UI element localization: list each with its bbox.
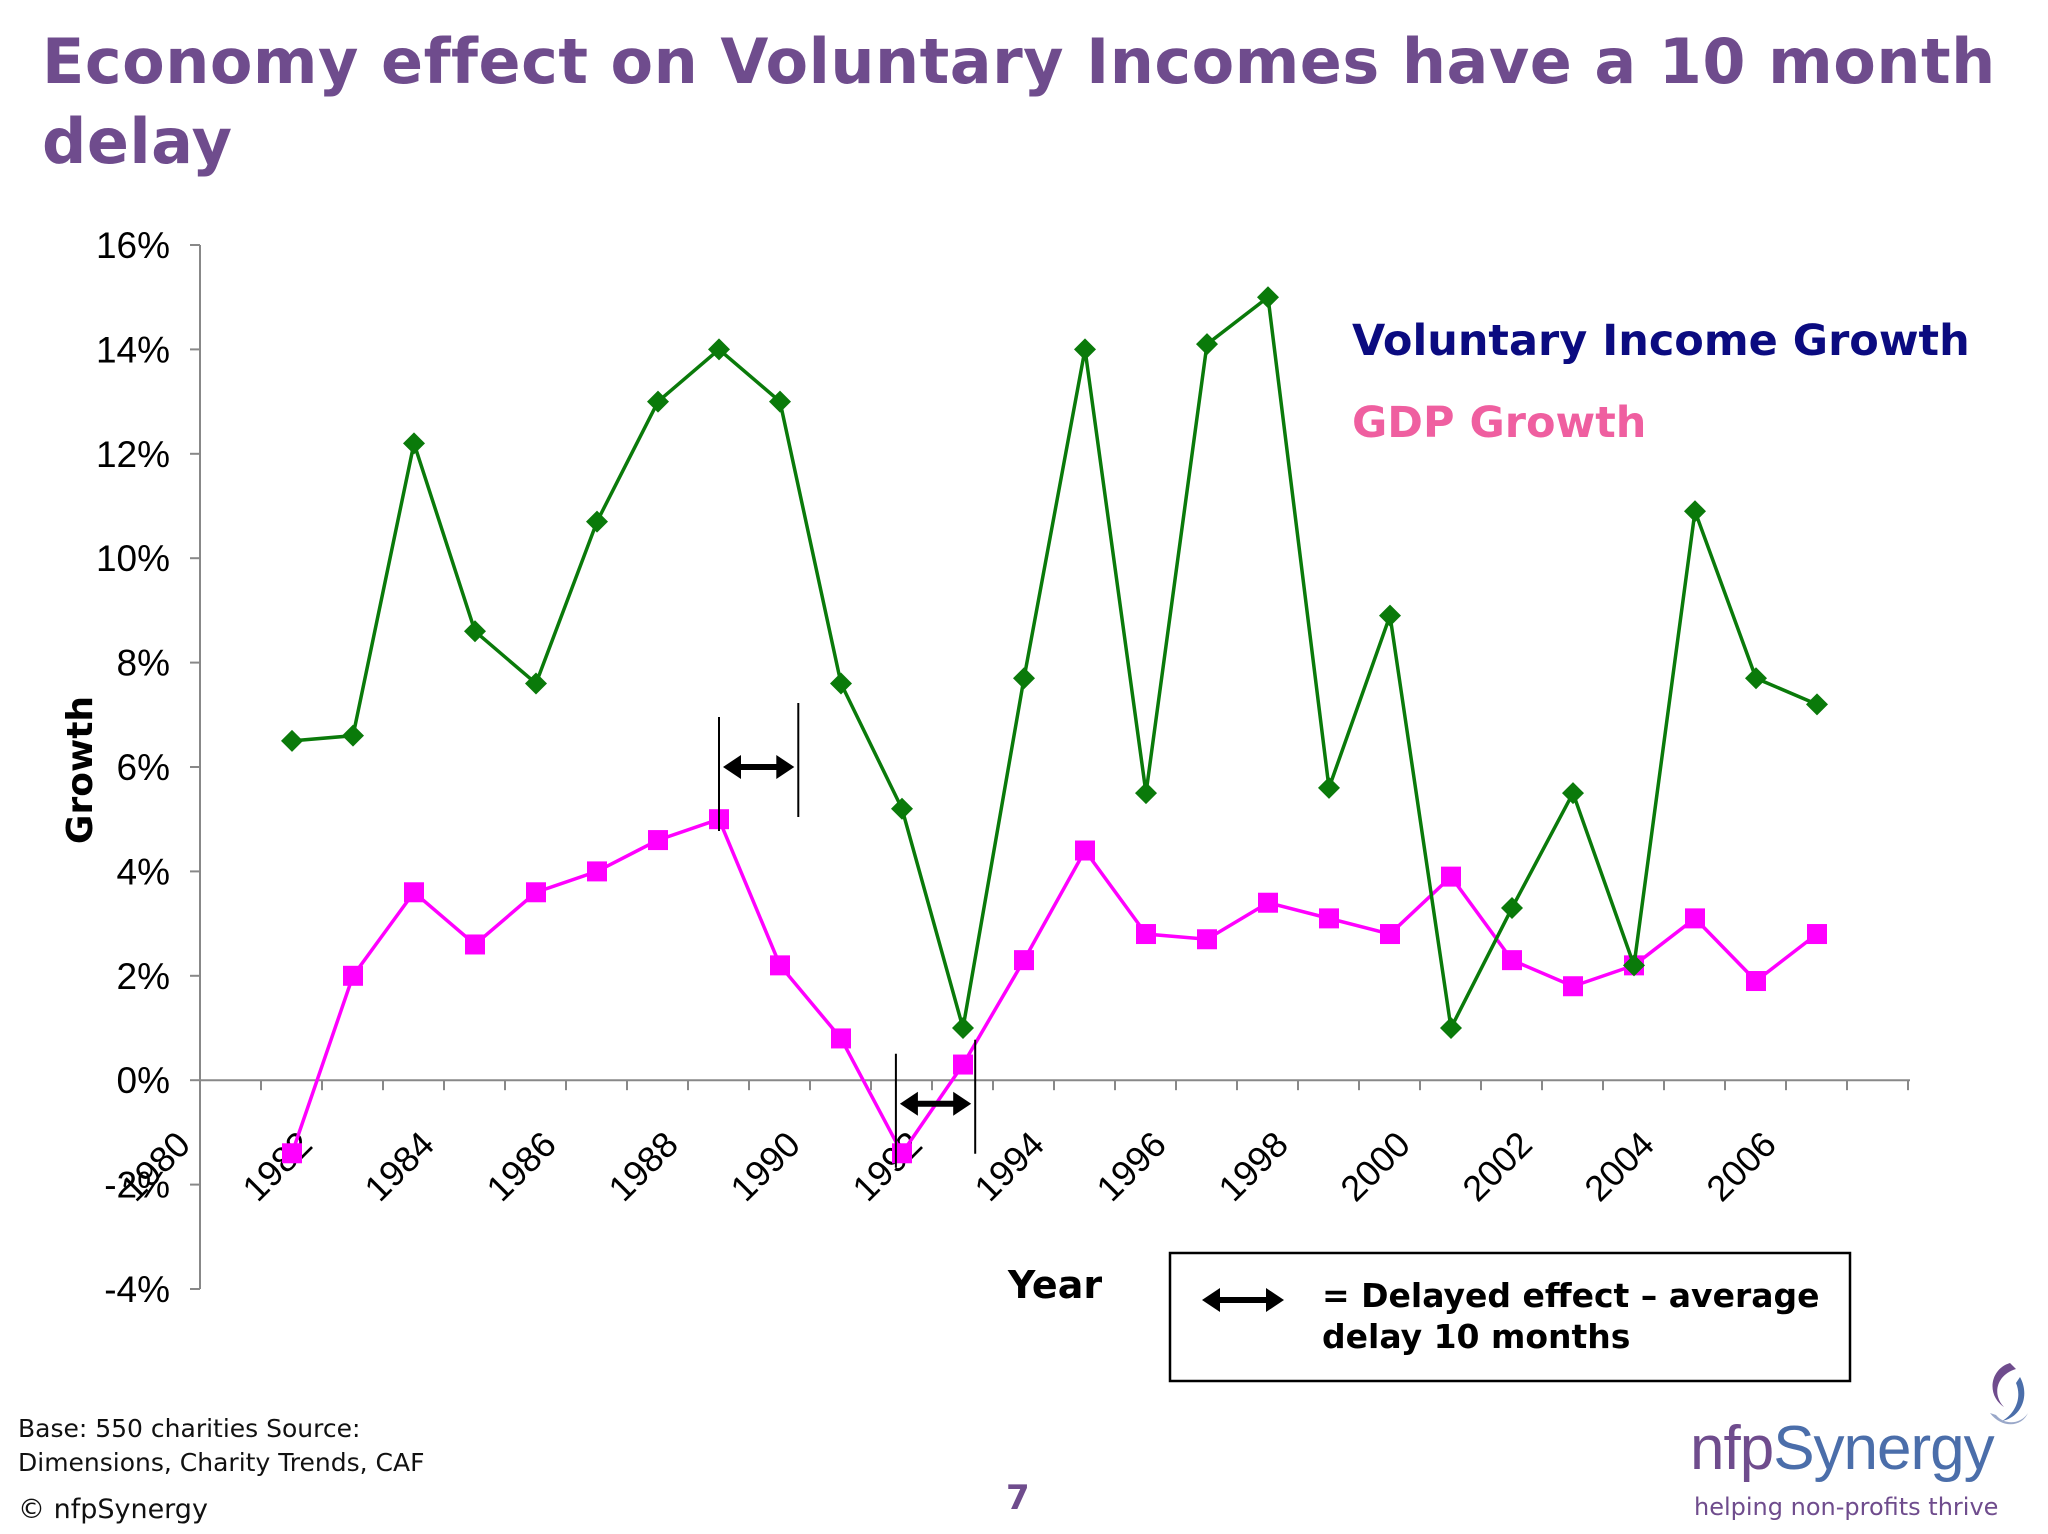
delay-arrow-2-head-left	[899, 1091, 918, 1116]
x-tick-label: 1988	[600, 1123, 686, 1209]
data-point	[1623, 954, 1645, 977]
data-point	[1257, 286, 1279, 309]
logo-tagline: helping non-profits thrive	[1694, 1493, 1999, 1521]
data-point	[281, 729, 303, 752]
data-point	[1563, 976, 1583, 997]
nfpsynergy-logo: nfpSynergy helping non-profits thrive	[1690, 1355, 2040, 1525]
data-point	[587, 861, 607, 882]
data-point	[282, 1143, 302, 1164]
y-tick-label: 4%	[117, 851, 170, 892]
x-tick-label: 1994	[966, 1123, 1052, 1209]
logo-swirl-icon	[1990, 1363, 2028, 1425]
x-tick-label: 1990	[722, 1123, 808, 1209]
data-point	[1379, 604, 1401, 627]
data-point	[953, 1054, 973, 1075]
y-tick-label: 14%	[96, 329, 170, 370]
data-point	[1501, 896, 1523, 919]
legend-entry: GDP Growth	[1352, 398, 1646, 448]
x-tick-label: 1998	[1210, 1123, 1296, 1209]
delay-arrow-1-head-right	[776, 755, 795, 779]
data-point	[1440, 1017, 1462, 1039]
data-point	[464, 620, 486, 643]
delay-key-box	[1168, 1251, 1852, 1383]
data-point	[1502, 950, 1522, 971]
series-line	[290, 817, 1819, 1157]
data-point	[526, 882, 546, 903]
data-point	[1319, 908, 1339, 929]
delay-arrow-2-head-right	[953, 1091, 972, 1116]
slide-title: Economy effect on Voluntary Incomes have…	[42, 25, 1996, 178]
data-point	[1074, 338, 1096, 361]
delay-key-text-line2: delay 10 months	[1322, 1317, 1630, 1356]
y-tick-label: 0%	[117, 1060, 170, 1101]
y-tick-label: 12%	[96, 434, 170, 475]
x-tick-label: 1984	[356, 1123, 442, 1209]
y-tick-label: -4%	[104, 1269, 170, 1310]
x-tick-label: 1986	[478, 1123, 564, 1209]
data-point	[708, 338, 730, 361]
data-point	[647, 390, 669, 413]
page-number: 7	[1006, 1478, 1030, 1518]
data-point	[465, 934, 485, 955]
delay-key-text-line1: = Delayed effect – average	[1322, 1276, 1820, 1315]
data-point	[891, 797, 913, 820]
delay-arrow-1-head-left	[723, 755, 741, 779]
data-point	[404, 882, 424, 903]
data-point	[769, 390, 791, 413]
data-point	[525, 672, 547, 695]
data-point	[1135, 782, 1157, 805]
source-note: Base: 550 charities Source: Dimensions, …	[18, 1414, 425, 1477]
data-point	[892, 1143, 912, 1164]
data-point	[1075, 840, 1095, 861]
y-tick-label: 16%	[96, 225, 170, 266]
x-axis-title: Year	[1007, 1263, 1102, 1307]
y-tick-label: 10%	[96, 538, 170, 579]
y-tick-label: 2%	[117, 956, 170, 997]
delay-key-arrow-head-left	[1202, 1288, 1220, 1312]
data-point	[1684, 500, 1706, 523]
data-point	[1258, 892, 1278, 913]
x-tick-label: 1992	[844, 1123, 930, 1209]
x-tick-label: 1996	[1088, 1123, 1174, 1209]
data-point	[1013, 667, 1035, 690]
y-tick-label: 6%	[117, 747, 170, 788]
y-tick-label: -2%	[104, 1165, 170, 1206]
data-point	[830, 672, 852, 695]
data-point	[1196, 333, 1218, 356]
delay-key-arrow-head-right	[1266, 1288, 1284, 1312]
data-point	[403, 432, 425, 455]
data-point	[343, 965, 363, 986]
data-point	[1806, 693, 1828, 716]
data-point	[1380, 924, 1400, 945]
data-point	[770, 955, 790, 976]
legend-entry: Voluntary Income Growth	[1352, 316, 1970, 366]
data-point	[1197, 929, 1217, 950]
data-point	[1746, 971, 1766, 992]
data-point	[586, 510, 608, 533]
x-tick-label: 2002	[1454, 1123, 1540, 1209]
y-axis-title: Growth	[60, 696, 101, 844]
x-tick-label: 1982	[234, 1123, 320, 1209]
data-point	[342, 724, 364, 747]
data-point	[1318, 776, 1340, 799]
data-point	[1441, 866, 1461, 887]
data-point	[1685, 908, 1705, 929]
x-tick-label: 2004	[1576, 1123, 1662, 1209]
series-line	[291, 293, 1818, 1034]
x-tick-label: 2006	[1698, 1123, 1784, 1209]
copyright-note: © nfpSynergy	[18, 1494, 208, 1525]
logo-wordmark: nfpSynergy	[1690, 1414, 1995, 1483]
data-point	[1807, 924, 1827, 945]
y-tick-label: 8%	[117, 643, 170, 684]
x-tick-label: 2000	[1332, 1123, 1418, 1209]
data-point	[648, 830, 668, 851]
data-point	[1745, 667, 1767, 690]
data-point	[1562, 782, 1584, 805]
data-point	[952, 1017, 974, 1039]
data-point	[1014, 950, 1034, 971]
data-point	[1136, 924, 1156, 945]
data-point	[831, 1028, 851, 1049]
